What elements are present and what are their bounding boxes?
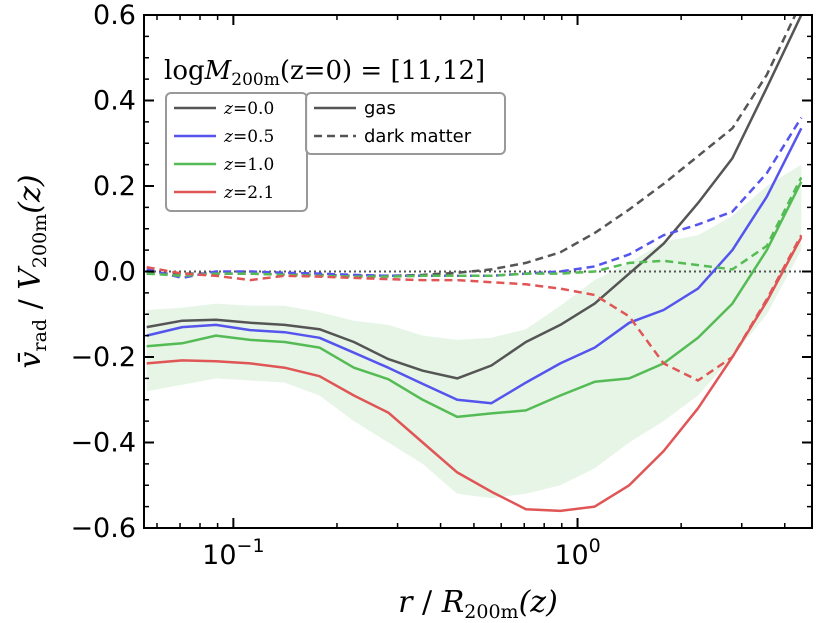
series-layer (146, 15, 803, 513)
gas-line-2p1 (146, 236, 803, 513)
x-tick-label: 100 (554, 535, 600, 571)
legend-label-0p5: z=0.5 (223, 127, 274, 147)
y-tick-label: 0.2 (93, 171, 136, 202)
legend-label-1p0: z=1.0 (223, 155, 274, 175)
y-tick-label: −0.4 (70, 428, 136, 459)
legend-label-dark-matter: dark matter (364, 126, 472, 147)
dm-line-2p1 (146, 234, 803, 382)
legend-label-0p0: z=0.0 (223, 99, 274, 119)
legend-label-gas: gas (364, 98, 396, 119)
chart-title: logM200m(z=0) = [11,12] (164, 56, 485, 90)
y-axis-title: v̄rad / V200m(z) (13, 175, 51, 369)
gas-line-0p5 (146, 127, 803, 405)
x-axis-title: r / R200m(z) (398, 585, 558, 623)
y-tick-label: −0.2 (70, 342, 136, 373)
confidence-band-layer (146, 164, 802, 499)
y-tick-label: 0.0 (93, 257, 136, 288)
legend-redshift: z=0.0 z=0.5 z=1.0 z=2.1 (165, 92, 308, 212)
gas-line-0p0 (146, 15, 803, 380)
tick-label-layer: −0.6 −0.4 −0.2 0.0 0.2 0.4 0.6 10−1 100 (70, 0, 600, 571)
dm-line-1p0 (146, 176, 803, 278)
y-tick-label: 0.4 (93, 86, 136, 117)
legend-label-2p1: z=2.1 (223, 183, 274, 203)
y-tick-label: −0.6 (70, 513, 136, 544)
tick-layer (144, 14, 812, 529)
gas-line-1p0 (146, 181, 803, 419)
scatter-band-z1 (146, 164, 802, 499)
y-tick-label: 0.6 (93, 0, 136, 31)
legend-component: gas dark matter (305, 92, 506, 155)
x-tick-label: 10−1 (202, 535, 264, 571)
